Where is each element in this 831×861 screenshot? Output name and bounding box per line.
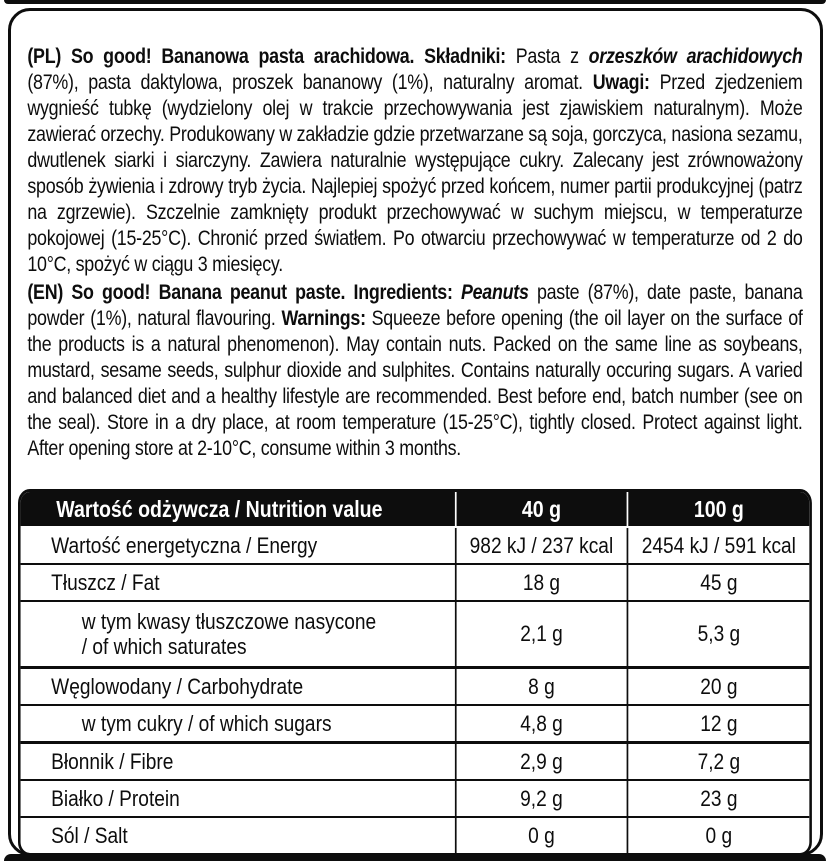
en-lead-bold: (EN) So good! Banana peanut paste. Ingre… [27,281,461,304]
en-plain1: paste (87%), date paste, banana powder (… [27,281,803,330]
header-col-100g: 100 g [626,492,810,526]
row-value-40g: 0 g [454,818,627,853]
row-value-100g: 7,2 g [626,744,810,779]
table-row-salt: Sól / Salt 0 g 0 g [20,816,810,853]
row-label: Białko / Protein [51,785,180,811]
label-border [8,8,823,856]
row-value-100g: 45 g [626,565,810,600]
pl-plain1: Pasta z [515,45,589,68]
header-col-40g: 40 g [454,492,627,526]
nutrition-table-header: Wartość odżywcza / Nutrition value 40 g … [20,492,810,528]
table-row-sugars: w tym cukry / of which sugars 4,8 g 12 g [20,704,810,741]
en-warnings-label: Warnings: [281,307,372,330]
row-value-40g: 8 g [454,669,627,704]
row-value-40g: 982 kJ / 237 kcal [454,528,627,563]
row-label: Tłuszcz / Fat [51,569,160,595]
header-name: Wartość odżywcza / Nutrition value [56,495,383,522]
table-row-protein: Białko / Protein 9,2 g 23 g [20,779,810,816]
pl-warnings-label: Uwagi: [592,71,660,94]
row-value-40g: 2,1 g [454,602,627,666]
row-value-100g: 5,3 g [626,602,810,666]
paragraph-en: (EN) So good! Banana peanut paste. Ingre… [18,280,812,462]
pl-ingredient-italic: orzeszków arachidowych [588,45,803,68]
row-label: w tym kwasy tłuszczowe nasycone / of whi… [21,602,455,666]
en-ingredient-italic: Peanuts [460,281,529,304]
table-row-fibre: Błonnik / Fibre 2,9 g 7,2 g [20,741,810,779]
en-warnings-text: Squeeze before opening (the oil layer on… [27,307,803,460]
row-label: Błonnik / Fibre [51,748,174,774]
row-label: Sól / Salt [51,822,128,848]
row-value-100g: 20 g [626,669,810,704]
row-value-100g: 12 g [626,706,810,741]
table-row-saturates: w tym kwasy tłuszczowe nasycone / of whi… [20,600,810,666]
row-value-40g: 18 g [454,565,627,600]
row-label-text: w tym kwasy tłuszczowe nasycone / of whi… [81,609,377,659]
adjacent-label-edge-top [4,0,826,4]
row-value-40g: 2,9 g [454,744,627,779]
row-value-40g: 9,2 g [454,781,627,816]
table-row-carbohydrate: Węglowodany / Carbohydrate 8 g 20 g [20,666,810,704]
row-value-40g: 4,8 g [454,706,627,741]
pl-warnings-text: Przed zjedzeniem wygnieść tubkę (wydziel… [27,71,803,276]
row-label: w tym cukry / of which sugars [81,710,332,736]
adjacent-label-edge-bottom [4,854,826,861]
table-row-energy: Wartość energetyczna / Energy 982 kJ / 2… [21,528,810,563]
paragraph-pl: (PL) So good! Bananowa pasta arachidowa.… [18,44,812,278]
row-label: Wartość energetyczna / Energy [51,532,318,558]
row-value-100g: 23 g [626,781,810,816]
row-value-100g: 0 g [626,818,810,853]
row-value-100g: 2454 kJ / 591 kcal [626,528,810,563]
row-label: Węglowodany / Carbohydrate [51,673,304,699]
nutrition-table: Wartość odżywcza / Nutrition value 40 g … [18,489,812,856]
label-content: (PL) So good! Bananowa pasta arachidowa.… [18,44,812,856]
table-row-fat: Tłuszcz / Fat 18 g 45 g [20,563,810,600]
pl-lead-bold: (PL) So good! Bananowa pasta arachidowa.… [27,45,516,68]
pl-plain2: (87%), pasta daktylowa, proszek bananowy… [27,71,593,94]
